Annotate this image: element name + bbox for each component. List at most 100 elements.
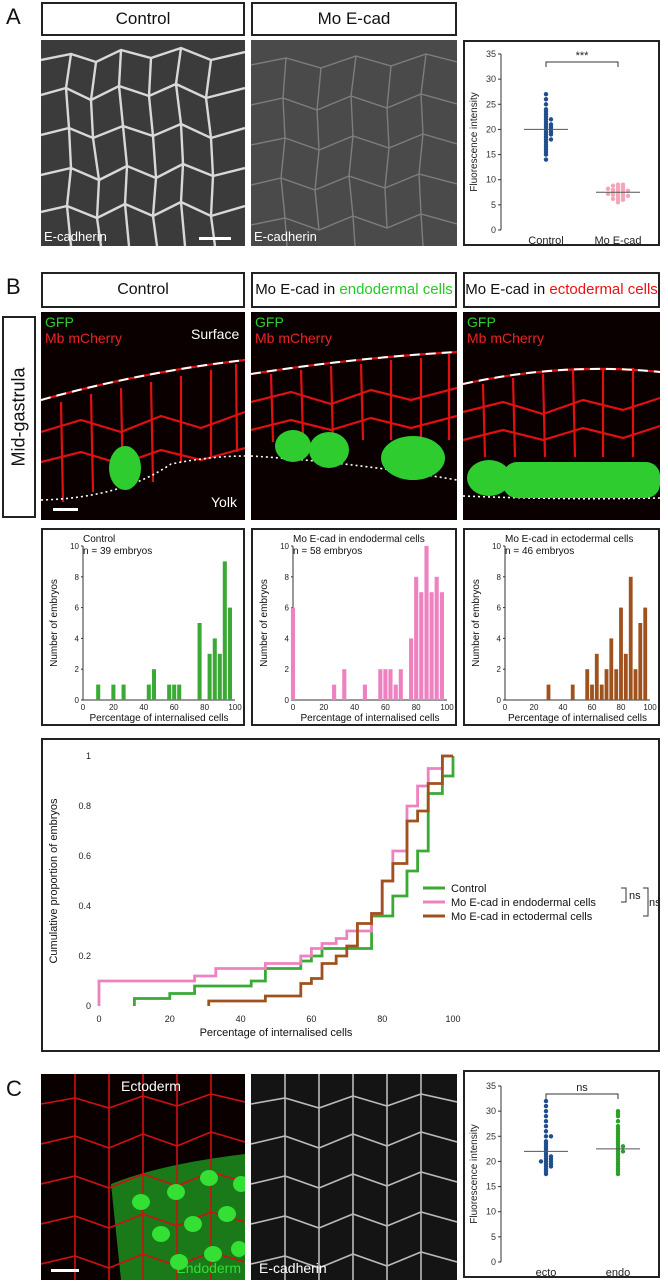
significance-label: ns bbox=[576, 1082, 588, 1094]
y-tick-label: 10 bbox=[280, 542, 289, 551]
micrograph-moecad-ecadherin: E-cadherin bbox=[251, 40, 457, 246]
data-point bbox=[548, 137, 554, 142]
histogram-bar bbox=[414, 576, 419, 700]
label-surface: Surface bbox=[191, 326, 240, 342]
hist-n: n = 46 embryos bbox=[505, 546, 574, 557]
significance-bracket bbox=[545, 61, 619, 67]
y-tick-label: 0.4 bbox=[78, 901, 91, 911]
micrograph-b-ecto: GFP Mb mCherry bbox=[463, 312, 660, 520]
histogram-bar bbox=[332, 684, 337, 700]
data-point bbox=[543, 157, 549, 162]
y-tick-label: 4 bbox=[497, 634, 502, 643]
y-tick-label: 4 bbox=[75, 634, 80, 643]
histogram-bar bbox=[628, 576, 633, 700]
x-tick-label: 0 bbox=[96, 1014, 101, 1024]
y-tick-label: 15 bbox=[486, 1182, 496, 1192]
data-point bbox=[620, 1144, 626, 1149]
micrograph-control-ecadherin: E-cadherin bbox=[41, 40, 245, 246]
micrograph-b-control: GFP Mb mCherry Surface Yolk bbox=[41, 312, 245, 520]
label-mb-3: Mb mCherry bbox=[467, 330, 545, 346]
histogram-bar bbox=[609, 638, 614, 700]
data-point bbox=[543, 102, 549, 107]
x-axis-label: Percentage of internalised cells bbox=[301, 713, 440, 724]
histogram-bar bbox=[643, 607, 648, 700]
y-tick-label: 5 bbox=[491, 200, 496, 210]
hist-n: n = 58 embryos bbox=[293, 546, 362, 557]
label-mb-1: Mb mCherry bbox=[45, 330, 123, 346]
label-ecadherin-c: E-cadherin bbox=[259, 1260, 327, 1276]
cumulative-line bbox=[133, 756, 455, 1006]
x-tick-label: 80 bbox=[412, 703, 421, 712]
cumulative-box: 0 0.2 0.4 0.6 0.8 1 0 20 40 60 80 100 Percentage of … bbox=[41, 738, 661, 1052]
x-tick-label: 60 bbox=[306, 1014, 316, 1024]
label-mb-2: Mb mCherry bbox=[255, 330, 333, 346]
x-tick-label: 0 bbox=[503, 703, 508, 712]
histogram-bar bbox=[419, 592, 424, 700]
y-tick-label: 10 bbox=[492, 542, 501, 551]
histogram-bar bbox=[424, 546, 429, 700]
y-tick-label: 6 bbox=[497, 604, 502, 613]
histogram-bar bbox=[434, 576, 439, 700]
scatter-box-c: 0 5 10 15 20 25 30 35 Fluorescence intensity ecto… bbox=[463, 1070, 660, 1279]
scatter-plot-c: 0 5 10 15 20 25 30 35 Fluorescence intensity ecto… bbox=[469, 1081, 640, 1279]
image-label-ecadherin-moecad: E-cadherin bbox=[254, 229, 317, 244]
x-tick-label: 60 bbox=[588, 703, 597, 712]
histogram-bar bbox=[222, 561, 227, 700]
header-ecto-b: Mo E-cad in ectodermal cells bbox=[463, 272, 660, 308]
histogram-bar bbox=[619, 607, 623, 700]
y-tick-label: 0 bbox=[491, 225, 496, 235]
hist-title: Mo E-cad in endodermal cells bbox=[293, 534, 425, 545]
histogram-bar bbox=[197, 623, 202, 700]
histogram-bar bbox=[604, 669, 609, 700]
data-point bbox=[610, 183, 616, 188]
ns-bracket-1 bbox=[621, 887, 627, 903]
data-point bbox=[615, 1119, 621, 1124]
y-tick-label: 0.8 bbox=[78, 801, 91, 811]
data-point bbox=[538, 1159, 544, 1164]
x-tick-label: 80 bbox=[377, 1014, 387, 1024]
header-ecto-highlight: ectodermal bbox=[549, 281, 624, 298]
histogram-bar bbox=[146, 684, 151, 700]
legend-label: Control bbox=[451, 883, 486, 895]
image-label-ecadherin-control: E-cadherin bbox=[44, 229, 107, 244]
histogram-bar bbox=[342, 669, 347, 700]
c-ecad-art bbox=[251, 1074, 457, 1280]
category-label: endo bbox=[606, 1267, 630, 1276]
histogram-bar bbox=[614, 669, 619, 700]
histogram-bar bbox=[362, 684, 367, 700]
y-tick-label: 6 bbox=[75, 604, 80, 613]
x-tick-label: 40 bbox=[236, 1014, 246, 1024]
histogram-bar bbox=[111, 684, 116, 700]
cumulative-line bbox=[207, 754, 453, 1006]
y-tick-label: 30 bbox=[486, 1106, 496, 1116]
significance-label: *** bbox=[576, 50, 590, 62]
y-tick-label: 10 bbox=[486, 1207, 496, 1217]
x-tick-label: 0 bbox=[291, 703, 296, 712]
hist-box-ecto: Mo E-cad in ectodermal cells n = 46 embry… bbox=[463, 528, 660, 726]
b-control-art bbox=[41, 312, 245, 520]
y-tick-label: 2 bbox=[75, 665, 80, 674]
data-point bbox=[625, 193, 631, 199]
header-endo-prefix: Mo E-cad in bbox=[255, 281, 340, 298]
data-point bbox=[548, 117, 554, 122]
label-endoderm: Endoderm bbox=[176, 1260, 241, 1276]
histogram-bar bbox=[388, 669, 393, 700]
category-label: Control bbox=[528, 235, 563, 244]
data-point bbox=[548, 1134, 554, 1139]
data-point bbox=[543, 1108, 549, 1114]
cumulative-plot: 0 0.2 0.4 0.6 0.8 1 0 20 40 60 80 100 Percentage of … bbox=[48, 751, 661, 1039]
histogram-bar bbox=[398, 669, 403, 700]
hist-box-endo: Mo E-cad in endodermal cells n = 58 embry… bbox=[251, 528, 457, 726]
y-axis-label: Number of embryos bbox=[259, 579, 270, 667]
x-axis-label: Percentage of internalised cells bbox=[508, 713, 647, 724]
data-point bbox=[543, 1139, 549, 1144]
label-gfp-3: GFP bbox=[467, 314, 496, 330]
y-tick-label: 0 bbox=[285, 696, 290, 705]
data-point bbox=[548, 1154, 554, 1159]
histogram-bar bbox=[633, 669, 638, 700]
histogram-bar bbox=[594, 653, 599, 700]
x-tick-label: 80 bbox=[200, 703, 209, 712]
y-tick-label: 10 bbox=[486, 175, 496, 185]
data-point bbox=[605, 186, 611, 191]
